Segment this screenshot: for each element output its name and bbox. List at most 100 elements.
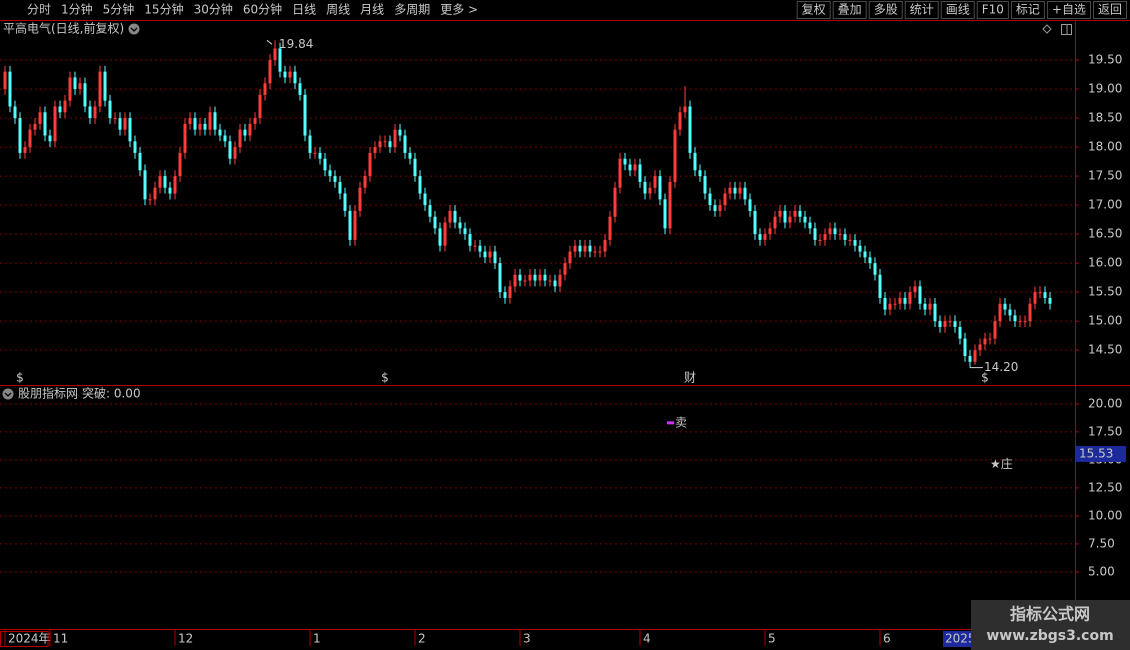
candle-body — [973, 350, 977, 362]
toolbar-button[interactable]: 画线 — [946, 3, 970, 17]
candle-body — [908, 292, 912, 304]
candle-body — [133, 141, 137, 153]
y-tick-label: 19.00 — [1088, 82, 1122, 96]
candle-body — [603, 239, 607, 252]
event-marker[interactable]: $ — [381, 371, 389, 385]
toolbar-item[interactable]: 5分钟 — [103, 2, 135, 17]
candle-body — [223, 135, 227, 142]
candle-body — [588, 245, 592, 252]
candle-body — [8, 71, 12, 107]
y-tick-label: 18.00 — [1088, 140, 1122, 154]
toolbar-button[interactable]: 复权 — [802, 3, 826, 17]
indicator-title: 股朋指标网 — [18, 386, 78, 401]
candle-body — [38, 112, 42, 124]
event-marker[interactable]: $ — [981, 371, 989, 385]
toolbar-button[interactable]: 叠加 — [838, 3, 862, 17]
candle-body — [873, 263, 877, 275]
candle-body — [838, 234, 842, 236]
min-label: 14.20 — [984, 360, 1018, 374]
last-value-box — [1076, 445, 1126, 462]
candle-body — [748, 199, 752, 211]
toolbar-button[interactable]: 统计 — [910, 3, 934, 17]
candle-body — [893, 303, 897, 305]
window-icon[interactable] — [1061, 24, 1072, 35]
candle-body — [513, 274, 517, 287]
candle-body — [138, 152, 142, 171]
toolbar-button[interactable]: 多股 — [874, 3, 898, 17]
candle-body — [658, 176, 662, 200]
candle-body — [773, 216, 777, 229]
diamond-icon[interactable] — [1042, 24, 1052, 34]
candle-body — [623, 158, 627, 165]
candle-body — [298, 83, 302, 95]
candle-body — [813, 228, 817, 240]
toolbar-item[interactable]: 周线 — [326, 3, 350, 17]
candle-body — [653, 176, 657, 188]
y-tick-label: 16.00 — [1088, 256, 1122, 270]
toolbar-button[interactable]: +自选 — [1052, 3, 1086, 17]
candle-body — [1023, 321, 1027, 323]
candle-body — [523, 280, 527, 282]
signal-marker — [667, 421, 674, 425]
candle-body — [823, 234, 827, 240]
chart-title: 平高电气(日线,前复权) — [3, 21, 124, 36]
toolbar-button[interactable]: F10 — [982, 3, 1004, 17]
candle-body — [328, 170, 332, 177]
candle-body — [853, 239, 857, 246]
candle-body — [358, 187, 362, 211]
candle-body — [248, 123, 252, 136]
candle-body — [788, 216, 792, 223]
candle-body — [143, 170, 147, 200]
candle-body — [238, 129, 242, 148]
signal-label: 卖 — [675, 415, 687, 429]
candle-body — [338, 181, 342, 194]
toolbar-item[interactable]: 1分钟 — [61, 2, 93, 17]
candle-body — [48, 135, 52, 142]
candle-body — [443, 222, 447, 246]
candle-body — [128, 118, 132, 142]
candle-body — [768, 228, 772, 235]
toolbar-button-frame — [940, 1, 975, 19]
toolbar-item[interactable]: 更多 > — [440, 3, 478, 17]
toolbar-item[interactable]: 60分钟 — [243, 2, 282, 17]
toolbar-button[interactable]: 标记 — [1016, 3, 1040, 17]
y-tick-label: 5.00 — [1088, 564, 1115, 578]
candle-body — [108, 100, 112, 119]
toolbar-button-frame — [1046, 1, 1091, 19]
event-marker[interactable]: 财 — [684, 371, 696, 385]
candle-body — [308, 135, 312, 153]
toolbar-item[interactable]: 15分钟 — [144, 2, 183, 17]
candle-body — [198, 123, 202, 130]
y-tick-label: 17.50 — [1088, 424, 1122, 438]
candle-body — [1018, 321, 1022, 323]
y-tick-label: 7.50 — [1088, 536, 1115, 550]
candle-body — [78, 83, 82, 90]
candle-body — [478, 245, 482, 252]
toolbar-item[interactable]: 30分钟 — [194, 2, 233, 17]
candle-body — [373, 147, 377, 153]
candle-body — [318, 152, 322, 159]
candle-body — [833, 228, 837, 235]
candle-body — [593, 251, 597, 253]
toolbar-item[interactable]: 分时 — [27, 3, 51, 17]
candle-body — [213, 112, 217, 130]
toolbar-item[interactable]: 日线 — [292, 3, 316, 17]
toolbar-button[interactable]: 返回 — [1098, 3, 1122, 17]
candle-body — [723, 193, 727, 206]
toolbar-item[interactable]: 月线 — [360, 3, 384, 17]
toolbar-item[interactable]: 多周期 — [394, 3, 430, 17]
candle-body — [118, 118, 122, 130]
candle-body — [738, 187, 742, 194]
event-marker[interactable]: $ — [16, 371, 24, 385]
candle-body — [293, 71, 297, 84]
y-tick-label: 12.50 — [1088, 480, 1122, 494]
title-menu[interactable] — [128, 23, 140, 35]
y-tick-label: 15.00 — [1088, 314, 1122, 328]
toolbar-button-frame — [796, 1, 831, 19]
candle-body — [153, 187, 157, 200]
candle-body — [708, 193, 712, 206]
candle-body — [98, 71, 102, 107]
candle-body — [483, 251, 487, 258]
candle-body — [28, 129, 32, 148]
indicator-menu[interactable] — [2, 388, 14, 400]
